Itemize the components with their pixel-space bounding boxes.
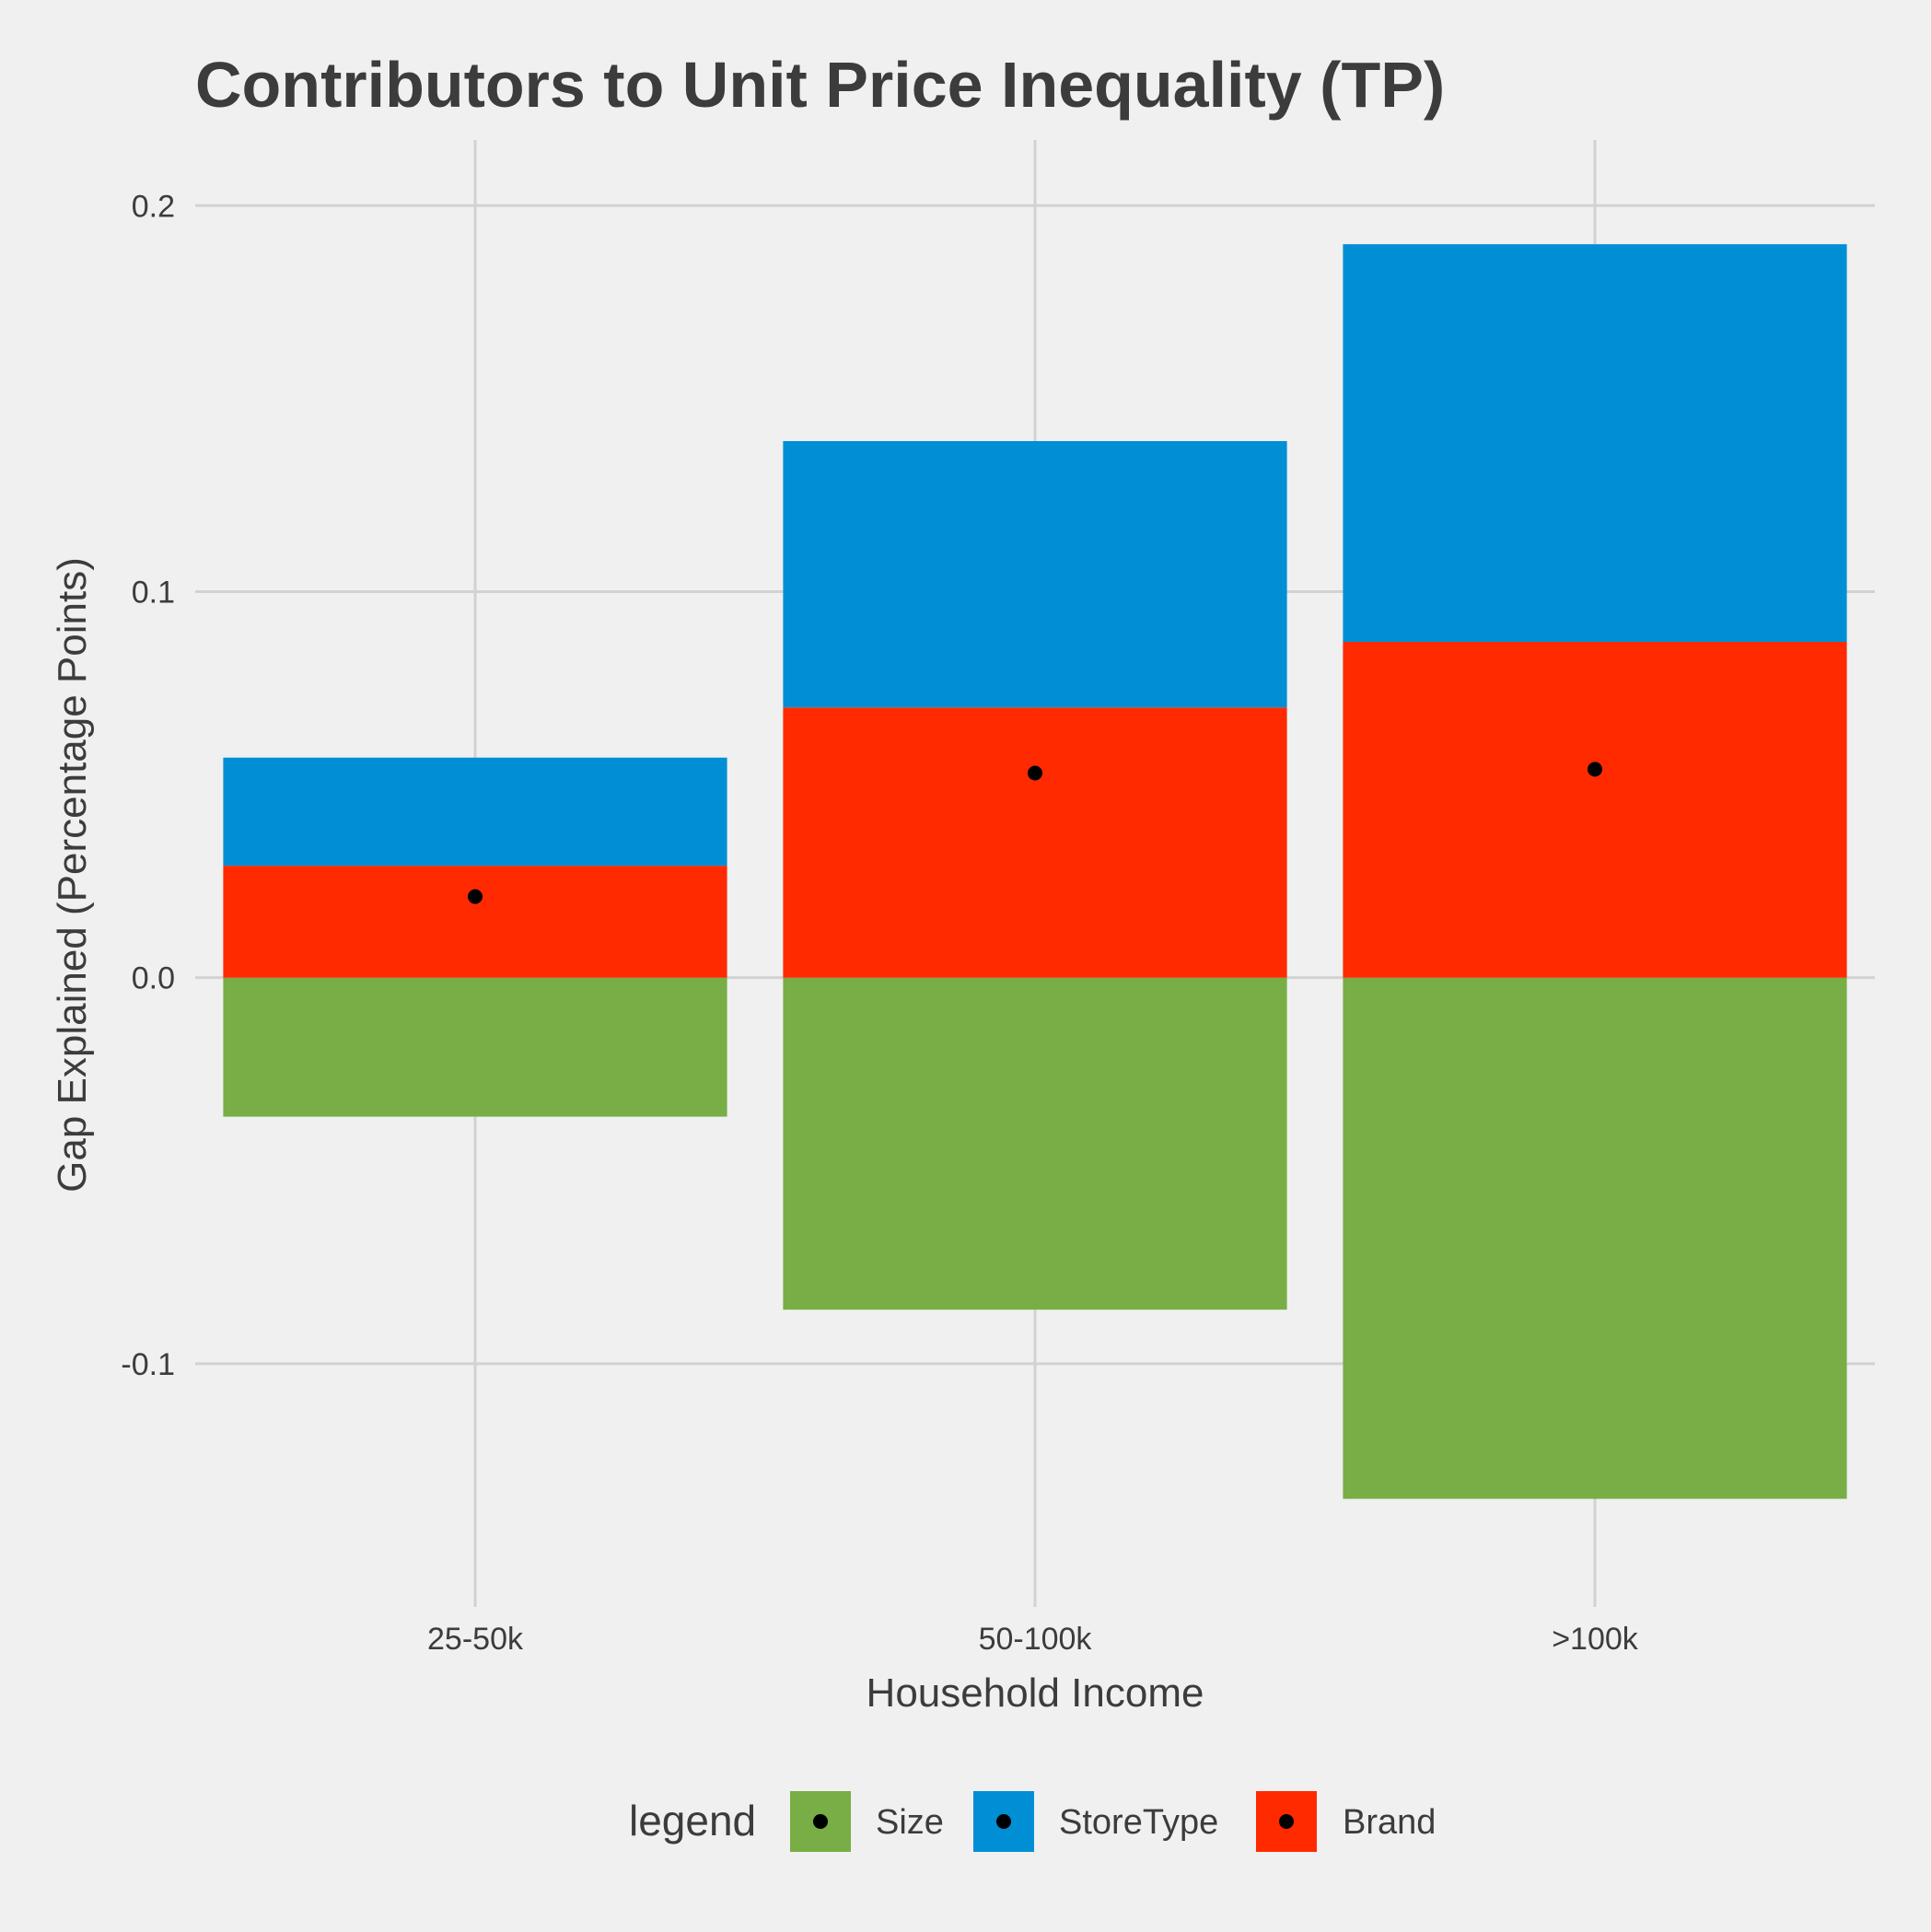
- legend-title: legend: [629, 1797, 756, 1845]
- bars: [223, 244, 1847, 1499]
- y-axis-ticks: -0.1 0.0 0.1 0.2: [121, 189, 175, 1382]
- total-point: [1588, 762, 1602, 777]
- chart-title: Contributors to Unit Price Inequality (T…: [195, 49, 1445, 121]
- bar-brand: [223, 866, 727, 978]
- x-tick-label: >100k: [1552, 1622, 1639, 1657]
- legend-point-icon: [1279, 1814, 1294, 1829]
- y-tick-label: 0.0: [132, 961, 175, 996]
- legend-point-icon: [813, 1814, 828, 1829]
- total-point: [1028, 765, 1042, 781]
- legend-label-storetype: StoreType: [1059, 1803, 1218, 1842]
- bar-storetype: [223, 757, 727, 867]
- legend-point-icon: [996, 1814, 1011, 1829]
- bar-brand: [1343, 641, 1847, 978]
- total-point: [468, 889, 483, 904]
- legend: legend Size StoreType Brand: [629, 1791, 1436, 1852]
- bar-size: [783, 977, 1287, 1310]
- x-tick-label: 50-100k: [979, 1622, 1093, 1657]
- bar-size: [223, 977, 727, 1117]
- bar-brand: [783, 707, 1287, 978]
- bar-storetype: [783, 440, 1287, 708]
- points: [468, 762, 1602, 904]
- bar-size: [1343, 977, 1847, 1499]
- legend-label-brand: Brand: [1343, 1803, 1436, 1842]
- legend-label-size: Size: [876, 1803, 944, 1842]
- bar-storetype: [1343, 244, 1847, 642]
- y-tick-label: 0.2: [132, 189, 175, 224]
- x-axis-label: Household Income: [867, 1670, 1204, 1716]
- x-axis-ticks: 25-50k 50-100k >100k: [427, 1622, 1639, 1657]
- y-axis-label: Gap Explained (Percentage Points): [50, 557, 95, 1193]
- y-tick-label: -0.1: [121, 1347, 175, 1382]
- y-tick-label: 0.1: [132, 575, 175, 610]
- x-tick-label: 25-50k: [427, 1622, 524, 1657]
